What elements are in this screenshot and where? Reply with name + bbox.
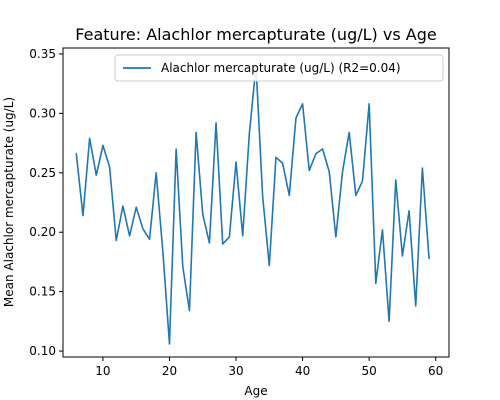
y-tick-label: 0.15 [29,285,56,299]
x-axis-label: Age [244,384,267,398]
x-tick-label: 60 [428,364,443,378]
plot-area: 10 20 30 40 50 60 0.10 0.15 0.20 0.25 0.30 0.35 Al… [29,47,450,378]
y-tick-label: 0.35 [29,47,56,61]
x-tick-label: 20 [162,364,177,378]
y-axis-ticks: 0.10 0.15 0.20 0.25 0.30 0.35 [29,47,63,358]
x-axis-ticks: 10 20 30 40 50 60 [95,357,443,378]
legend: Alachlor mercapturate (ug/L) (R2=0.04) [114,54,444,82]
x-tick-label: 40 [295,364,310,378]
series-layer [75,65,430,345]
y-tick-label: 0.10 [29,344,56,358]
series-line-0 [75,65,430,345]
plot-frame [62,47,450,358]
x-tick-label: 30 [228,364,243,378]
y-axis-label: Mean Alachlor mercapturate (ug/L) [2,97,16,307]
x-tick-label: 10 [95,364,110,378]
chart-title: Feature: Alachlor mercapturate (ug/L) vs… [75,25,436,44]
y-tick-label: 0.30 [29,106,56,120]
legend-box [114,54,444,82]
x-tick-label: 50 [361,364,376,378]
legend-label: Alachlor mercapturate (ug/L) (R2=0.04) [161,61,401,75]
y-tick-label: 0.20 [29,225,56,239]
y-tick-label: 0.25 [29,166,56,180]
